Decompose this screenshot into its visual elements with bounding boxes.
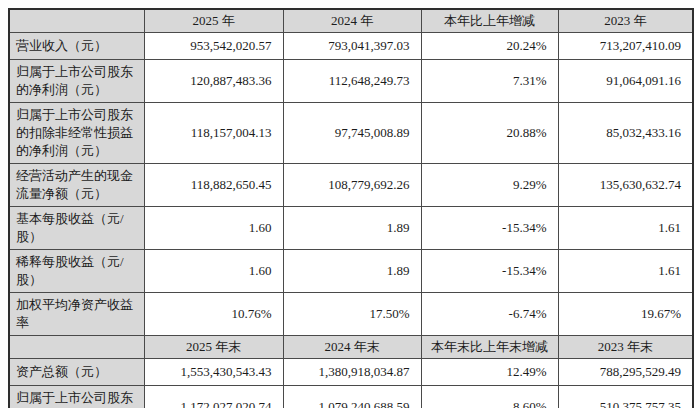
value-cell: -15.34% (421, 207, 558, 250)
value-cell: 91,064,091.16 (558, 60, 693, 103)
row-label: 经营活动产生的现金流量净额（元） (9, 164, 144, 207)
value-cell: 1.60 (144, 250, 283, 293)
value-cell: 118,882,650.45 (144, 164, 283, 207)
value-cell: 1.61 (558, 207, 693, 250)
value-cell: 793,041,397.03 (283, 33, 421, 60)
row-label: 稀释每股收益（元/股） (9, 250, 144, 293)
row-label: 营业收入（元） (9, 33, 144, 60)
table-row: 稀释每股收益（元/股）1.601.89-15.34%1.61 (9, 250, 693, 293)
header-corner-cell (9, 9, 144, 33)
value-cell: 108,779,692.26 (283, 164, 421, 207)
value-cell: 1.89 (283, 250, 421, 293)
value-cell: 1.61 (558, 250, 693, 293)
value-cell: 120,887,483.36 (144, 60, 283, 103)
table-row: 加权平均净资产收益率10.76%17.50%-6.74%19.67% (9, 293, 693, 336)
value-cell: 17.50% (283, 293, 421, 336)
column-header: 本年末比上年末增减 (421, 336, 558, 359)
table-row: 资产总额（元）1,553,430,543.431,380,918,034.871… (9, 359, 693, 386)
row-label: 基本每股收益（元/股） (9, 207, 144, 250)
header-corner-cell (9, 336, 144, 359)
row-label: 归属于上市公司股东的扣除非经常性损益的净利润（元） (9, 103, 144, 164)
table-row: 基本每股收益（元/股）1.601.89-15.34%1.61 (9, 207, 693, 250)
column-header: 2023 年末 (558, 336, 693, 359)
row-label: 加权平均净资产收益率 (9, 293, 144, 336)
value-cell: 7.31% (421, 60, 558, 103)
value-cell: 713,207,410.09 (558, 33, 693, 60)
row-label: 归属于上市公司股东的净利润（元） (9, 60, 144, 103)
value-cell: 118,157,004.13 (144, 103, 283, 164)
row-label: 归属于上市公司股东的净资产（元） (9, 386, 144, 408)
value-cell: 12.49% (421, 359, 558, 386)
value-cell: 20.24% (421, 33, 558, 60)
column-header: 2025 年 (144, 9, 283, 33)
value-cell: -6.74% (421, 293, 558, 336)
value-cell: 1.60 (144, 207, 283, 250)
value-cell: 1,380,918,034.87 (283, 359, 421, 386)
table-row: 归属于上市公司股东的扣除非经常性损益的净利润（元）118,157,004.139… (9, 103, 693, 164)
table-row: 归属于上市公司股东的净资产（元）1,172,027,020.741,079,24… (9, 386, 693, 408)
value-cell: 788,295,529.49 (558, 359, 693, 386)
column-header: 2025 年末 (144, 336, 283, 359)
value-cell: 10.76% (144, 293, 283, 336)
column-header: 2024 年末 (283, 336, 421, 359)
table-row: 营业收入（元）953,542,020.57793,041,397.0320.24… (9, 33, 693, 60)
value-cell: 20.88% (421, 103, 558, 164)
column-header: 2023 年 (558, 9, 693, 33)
financial-summary-table: 2025 年2024 年本年比上年增减2023 年营业收入（元）953,542,… (8, 8, 694, 408)
table-section-period-end: 2025 年末2024 年末本年末比上年末增减2023 年末资产总额（元）1,5… (9, 336, 693, 408)
value-cell: 1,553,430,543.43 (144, 359, 283, 386)
value-cell: 97,745,008.89 (283, 103, 421, 164)
table-row: 归属于上市公司股东的净利润（元）120,887,483.36112,648,24… (9, 60, 693, 103)
header-row: 2025 年2024 年本年比上年增减2023 年 (9, 9, 693, 33)
value-cell: 510,375,757.35 (558, 386, 693, 408)
report-page: 2025 年2024 年本年比上年增减2023 年营业收入（元）953,542,… (0, 0, 700, 408)
value-cell: 1,172,027,020.74 (144, 386, 283, 408)
value-cell: 953,542,020.57 (144, 33, 283, 60)
value-cell: 9.29% (421, 164, 558, 207)
value-cell: 85,032,433.16 (558, 103, 693, 164)
column-header: 本年比上年增减 (421, 9, 558, 33)
value-cell: 135,630,632.74 (558, 164, 693, 207)
value-cell: 19.67% (558, 293, 693, 336)
row-label: 资产总额（元） (9, 359, 144, 386)
column-header: 2024 年 (283, 9, 421, 33)
value-cell: 112,648,249.73 (283, 60, 421, 103)
header-row: 2025 年末2024 年末本年末比上年末增减2023 年末 (9, 336, 693, 359)
value-cell: -15.34% (421, 250, 558, 293)
value-cell: 8.60% (421, 386, 558, 408)
value-cell: 1.89 (283, 207, 421, 250)
table-section-annual: 2025 年2024 年本年比上年增减2023 年营业收入（元）953,542,… (9, 9, 693, 336)
value-cell: 1,079,240,688.59 (283, 386, 421, 408)
table-row: 经营活动产生的现金流量净额（元）118,882,650.45108,779,69… (9, 164, 693, 207)
